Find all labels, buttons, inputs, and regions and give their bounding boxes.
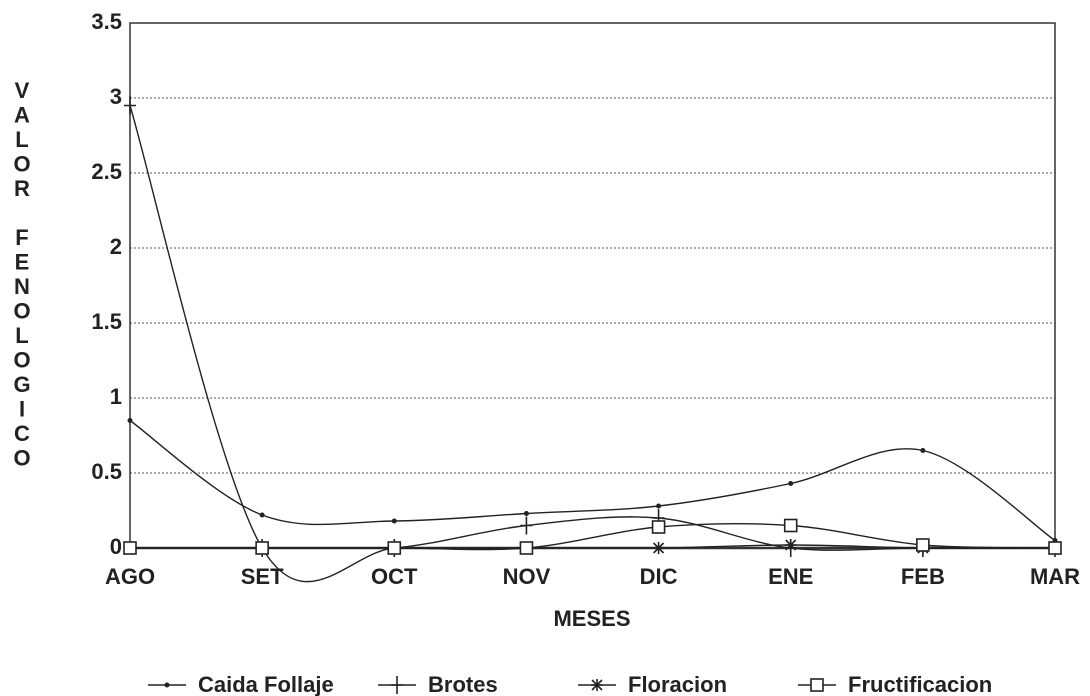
x-tick-label: NOV xyxy=(503,564,551,589)
legend-label: Fructificacion xyxy=(848,672,992,696)
marker xyxy=(520,516,533,535)
y-tick-label: 0 xyxy=(110,534,122,559)
marker-square xyxy=(255,541,269,555)
y-tick-label: 0.5 xyxy=(91,459,122,484)
marker xyxy=(124,96,136,115)
y-tick-label: 2.5 xyxy=(91,159,122,184)
marker-dot xyxy=(391,518,397,524)
marker xyxy=(916,538,930,552)
marker xyxy=(784,539,797,551)
marker-square xyxy=(916,538,930,552)
marker-square xyxy=(387,541,402,555)
marker-square xyxy=(810,678,824,692)
marker xyxy=(123,541,137,555)
marker xyxy=(591,679,603,691)
marker-star xyxy=(591,679,603,691)
marker xyxy=(783,518,798,533)
marker-square xyxy=(651,520,666,534)
marker-dot xyxy=(164,682,170,688)
marker-square xyxy=(1048,541,1062,555)
y-tick-label: 1 xyxy=(110,384,122,409)
x-tick-label: OCT xyxy=(371,564,418,589)
y-tick-label: 3.5 xyxy=(91,9,122,34)
marker xyxy=(387,541,402,555)
marker xyxy=(127,418,133,423)
marker xyxy=(259,512,265,518)
marker-dot xyxy=(788,481,794,486)
series-line xyxy=(129,522,1056,551)
marker xyxy=(255,541,269,555)
x-axis-label: MESES xyxy=(553,606,630,631)
marker-square xyxy=(783,518,798,533)
marker xyxy=(652,542,665,554)
y-tick-label: 3 xyxy=(110,84,122,109)
marker-dot xyxy=(523,511,529,516)
marker xyxy=(519,541,534,555)
y-tick-label: 1.5 xyxy=(91,309,122,334)
marker-plus xyxy=(520,516,533,535)
marker xyxy=(810,678,824,692)
marker xyxy=(656,503,662,509)
marker-dot xyxy=(259,512,265,518)
marker xyxy=(788,481,794,486)
marker xyxy=(391,518,397,524)
marker-dot xyxy=(127,418,133,423)
legend-label: Caida Follaje xyxy=(198,672,334,696)
marker-square xyxy=(519,541,534,555)
marker xyxy=(391,676,403,694)
x-tick-label: AGO xyxy=(105,564,155,589)
marker-dot xyxy=(656,503,662,509)
marker-star xyxy=(652,542,665,554)
x-tick-label: ENE xyxy=(768,564,813,589)
marker-star xyxy=(784,539,797,551)
legend-label: Floracion xyxy=(628,672,727,696)
marker xyxy=(1048,541,1062,555)
marker xyxy=(651,520,666,534)
x-tick-label: DIC xyxy=(640,564,678,589)
marker xyxy=(523,511,529,516)
x-tick-label: FEB xyxy=(901,564,945,589)
legend-label: Brotes xyxy=(428,672,498,696)
x-tick-label: MAR xyxy=(1030,564,1080,589)
marker xyxy=(164,682,170,688)
marker-dot xyxy=(920,448,926,453)
marker-plus xyxy=(391,676,403,694)
marker-plus xyxy=(124,96,136,115)
marker-square xyxy=(123,541,137,555)
series-line xyxy=(129,419,1056,542)
marker xyxy=(920,448,926,453)
axis-frame xyxy=(129,22,1056,548)
y-tick-label: 2 xyxy=(110,234,122,259)
